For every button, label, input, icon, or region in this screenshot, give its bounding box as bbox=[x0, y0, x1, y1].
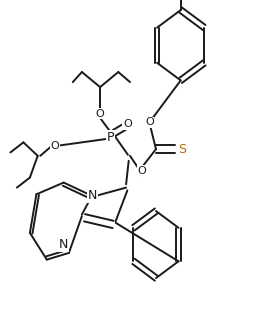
Text: O: O bbox=[145, 117, 154, 127]
Text: O: O bbox=[96, 109, 105, 119]
Text: O: O bbox=[123, 119, 132, 129]
Text: S: S bbox=[178, 143, 186, 155]
Text: P: P bbox=[107, 131, 114, 144]
Text: N: N bbox=[59, 238, 68, 251]
Text: O: O bbox=[137, 166, 146, 176]
Text: N: N bbox=[88, 190, 97, 202]
Text: O: O bbox=[50, 141, 59, 151]
